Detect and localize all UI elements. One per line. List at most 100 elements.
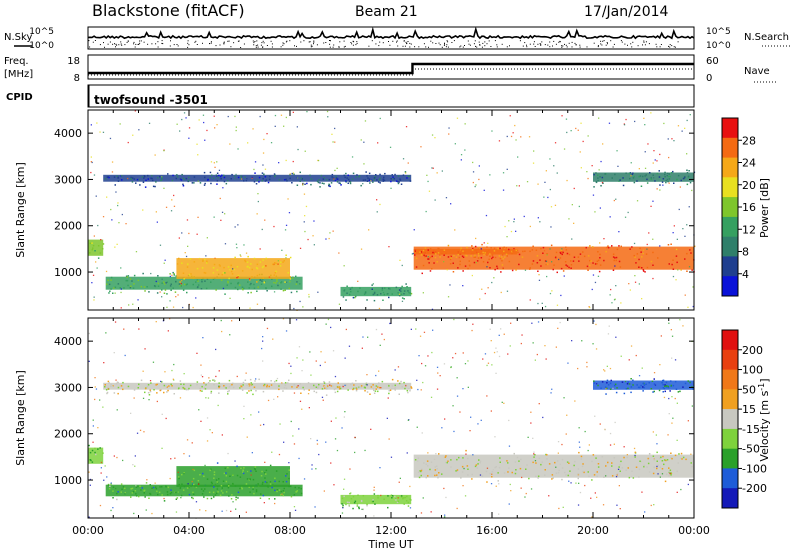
- velocity-scatter-speck: [609, 432, 612, 435]
- power-scatter-speck: [538, 279, 541, 281]
- power-echo-speck: [383, 293, 386, 296]
- velocity-echo-speck: [623, 392, 626, 395]
- power-echo-speck: [92, 244, 95, 247]
- power-scatter-speck: [491, 281, 493, 284]
- power-echo-speck: [612, 256, 615, 258]
- velocity-scatter-speck: [671, 335, 674, 337]
- velocity-echo-speck: [365, 382, 368, 384]
- velocity-echo-speck: [331, 385, 334, 387]
- power-scatter-speck: [556, 172, 558, 174]
- power-scatter-speck: [125, 223, 127, 225]
- velocity-scatter-speck: [272, 338, 274, 340]
- power-scatter-speck: [650, 112, 652, 114]
- power-echo-speck: [94, 250, 96, 252]
- velocity-scatter-speck: [501, 401, 503, 403]
- velocity-echo-speck: [317, 386, 320, 388]
- power-echo-speck: [110, 279, 112, 281]
- velocity-scatter-speck: [579, 446, 581, 448]
- power-scatter-speck: [644, 124, 646, 126]
- power-scatter-speck: [610, 288, 612, 291]
- power-scatter-speck: [304, 150, 306, 152]
- power-echo-speck: [117, 180, 120, 182]
- nsearch-point: [428, 46, 429, 48]
- nsearch-point: [343, 46, 345, 48]
- power-echo-speck: [217, 177, 219, 179]
- power-echo-speck: [256, 281, 258, 283]
- velocity-echo-speck: [130, 496, 132, 498]
- velocity-echo-speck: [260, 493, 262, 495]
- velocity-echo-speck: [300, 492, 303, 495]
- power-scatter-speck: [580, 167, 582, 169]
- velocity-echo-speck: [120, 483, 123, 485]
- velocity-echo-speck: [391, 378, 394, 381]
- power-echo-speck: [92, 247, 94, 249]
- velocity-scatter-speck: [430, 396, 433, 398]
- power-echo-speck: [234, 256, 236, 259]
- power-echo-speck: [204, 258, 206, 261]
- power-echo-speck: [682, 177, 685, 180]
- power-echo-speck: [399, 179, 402, 181]
- power-scatter-speck: [427, 256, 429, 258]
- velocity-echo-speck: [213, 496, 215, 498]
- power-echo-speck: [257, 286, 259, 288]
- power-echo-speck: [272, 263, 274, 266]
- power-echo-speck: [253, 283, 255, 286]
- power-scatter-speck: [213, 162, 215, 164]
- velocity-echo-speck: [239, 387, 241, 389]
- velocity-echo-speck: [476, 467, 479, 469]
- velocity-scatter-speck: [634, 454, 636, 457]
- power-scatter-speck: [638, 283, 640, 285]
- power-echo-speck: [564, 261, 567, 263]
- power-scatter-speck: [185, 117, 187, 119]
- velocity-echo-speck: [218, 386, 220, 389]
- velocity-echo-speck: [121, 488, 123, 490]
- power-echo-speck: [560, 249, 562, 252]
- power-echo-speck: [261, 180, 264, 182]
- velocity-scatter-speck: [467, 360, 469, 362]
- power-scatter-speck: [331, 133, 333, 135]
- velocity-scatter-speck: [321, 396, 324, 398]
- velocity-echo-speck: [418, 476, 421, 479]
- power-echo-speck: [686, 183, 689, 186]
- velocity-echo-speck: [242, 381, 245, 384]
- power-scatter-speck: [120, 288, 122, 290]
- velocity-scatter-speck: [626, 454, 628, 456]
- power-echo-speck: [260, 283, 263, 285]
- velocity-xtick-label: 00:00: [678, 524, 710, 537]
- velocity-echo-speck: [156, 392, 158, 394]
- nsearch-point: [501, 43, 503, 45]
- power-echo-speck: [614, 257, 616, 259]
- velocity-echo-speck: [183, 383, 185, 386]
- nsearch-point: [243, 43, 245, 45]
- velocity-scatter-speck: [567, 362, 569, 364]
- power-scatter-speck: [587, 135, 589, 137]
- nsearch-point: [210, 41, 212, 43]
- power-scatter-speck: [594, 211, 596, 213]
- power-echo-speck: [680, 179, 682, 182]
- velocity-echo-speck: [619, 464, 621, 466]
- power-echo-speck: [518, 253, 521, 256]
- power-scatter-speck: [93, 235, 95, 237]
- power-echo-speck: [241, 286, 244, 288]
- velocity-echo-speck: [166, 493, 169, 496]
- power-scatter-speck: [229, 297, 231, 299]
- power-echo-speck: [599, 264, 602, 266]
- power-echo-speck: [597, 259, 600, 262]
- velocity-echo-speck: [478, 459, 480, 461]
- power-echo-speck: [618, 180, 620, 182]
- power-echo-speck: [376, 179, 378, 181]
- power-echo-speck: [187, 179, 190, 182]
- power-echo-speck: [489, 267, 491, 269]
- velocity-echo-speck: [115, 383, 118, 385]
- power-scatter-speck: [592, 274, 595, 276]
- power-echo-speck: [521, 256, 524, 258]
- velocity-echo-speck: [561, 458, 564, 461]
- power-echo-speck: [570, 260, 572, 262]
- power-scatter-speck: [506, 168, 508, 170]
- power-scatter-speck: [603, 238, 605, 240]
- velocity-scatter-speck: [590, 497, 592, 499]
- velocity-echo-speck: [278, 388, 280, 391]
- power-scatter-speck: [547, 196, 549, 199]
- velocity-echo-speck: [679, 390, 681, 393]
